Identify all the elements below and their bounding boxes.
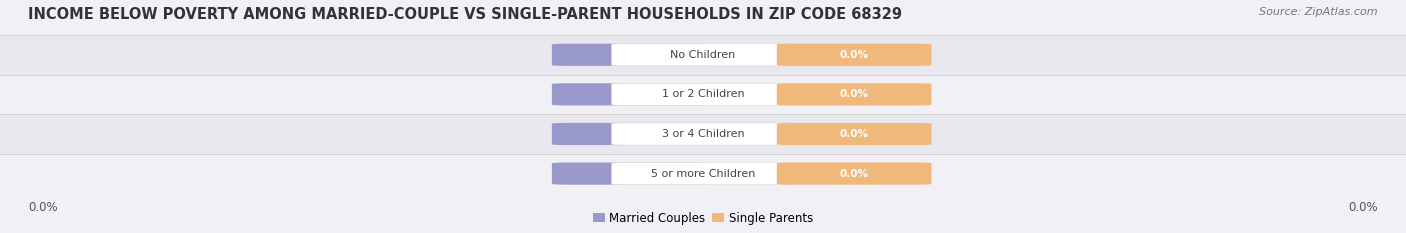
Text: 3 or 4 Children: 3 or 4 Children: [662, 129, 744, 139]
Text: 0.0%: 0.0%: [1348, 201, 1378, 214]
FancyBboxPatch shape: [612, 123, 794, 145]
FancyBboxPatch shape: [612, 83, 794, 106]
Bar: [0, 35, 1406, 75]
FancyBboxPatch shape: [551, 83, 707, 106]
Bar: [0, 75, 1406, 114]
Text: 0.0%: 0.0%: [614, 169, 644, 178]
Text: 0.0%: 0.0%: [28, 201, 58, 214]
Text: 0.0%: 0.0%: [614, 89, 644, 99]
FancyBboxPatch shape: [778, 83, 932, 106]
Text: INCOME BELOW POVERTY AMONG MARRIED-COUPLE VS SINGLE-PARENT HOUSEHOLDS IN ZIP COD: INCOME BELOW POVERTY AMONG MARRIED-COUPL…: [28, 7, 903, 22]
FancyBboxPatch shape: [778, 123, 932, 145]
Text: No Children: No Children: [671, 50, 735, 60]
FancyBboxPatch shape: [612, 44, 794, 66]
Text: 0.0%: 0.0%: [839, 50, 869, 60]
Text: 5 or more Children: 5 or more Children: [651, 169, 755, 178]
Text: 0.0%: 0.0%: [839, 129, 869, 139]
Text: 0.0%: 0.0%: [839, 169, 869, 178]
Text: 1 or 2 Children: 1 or 2 Children: [662, 89, 744, 99]
FancyBboxPatch shape: [551, 123, 707, 145]
FancyBboxPatch shape: [612, 162, 794, 185]
Legend: Married Couples, Single Parents: Married Couples, Single Parents: [591, 209, 815, 227]
Text: Source: ZipAtlas.com: Source: ZipAtlas.com: [1260, 7, 1378, 17]
FancyBboxPatch shape: [778, 162, 932, 185]
Text: 0.0%: 0.0%: [839, 89, 869, 99]
FancyBboxPatch shape: [551, 162, 707, 185]
Text: 0.0%: 0.0%: [614, 129, 644, 139]
FancyBboxPatch shape: [551, 44, 707, 66]
Bar: [0, 154, 1406, 193]
Text: 0.0%: 0.0%: [614, 50, 644, 60]
Bar: [0, 114, 1406, 154]
FancyBboxPatch shape: [778, 44, 932, 66]
